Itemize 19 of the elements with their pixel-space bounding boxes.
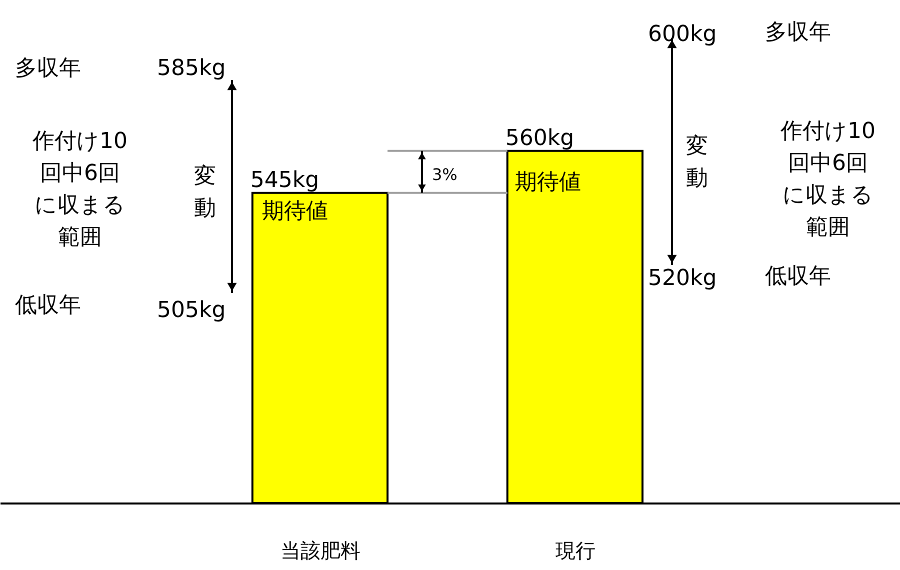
annotation: 3% xyxy=(432,165,458,184)
annotation: 低収年 xyxy=(15,293,81,318)
annotation: 期待値 xyxy=(262,199,328,224)
annotation: 600kg xyxy=(648,22,717,47)
x-tick-label: 当該肥料 xyxy=(280,538,360,562)
annotation: 作付け10回中6回に収まる範囲 xyxy=(32,129,128,250)
annotation: 低収年 xyxy=(765,264,831,289)
annotation: 多収年 xyxy=(765,20,831,45)
x-tick-label: 現行 xyxy=(555,538,596,562)
data-label: 545kg xyxy=(250,168,320,193)
annotation: 520kg xyxy=(648,266,717,291)
data-label: 560kg xyxy=(505,126,574,151)
annotation: 変動 xyxy=(686,134,708,191)
annotation: 期待値 xyxy=(515,170,581,195)
annotation: 505kg xyxy=(157,298,226,323)
annotation: 作付け10回中6回に収まる範囲 xyxy=(780,119,876,240)
annotation: 変動 xyxy=(194,164,216,221)
annotation: 多収年 xyxy=(15,56,81,81)
annotation: 585kg xyxy=(157,56,226,81)
